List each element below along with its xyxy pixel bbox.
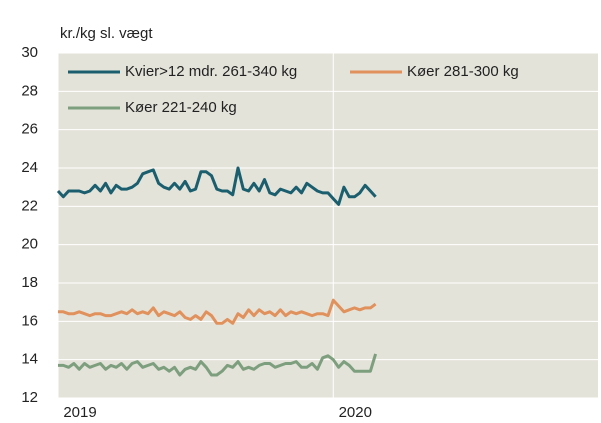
data-line xyxy=(58,298,377,325)
data-line xyxy=(58,353,378,377)
y-tick-label: 16 xyxy=(21,312,38,329)
y-tick-label: 22 xyxy=(21,197,38,214)
y-tick-label: 20 xyxy=(21,236,38,253)
legend-label: Kvier>12 mdr. 261-340 kg xyxy=(125,63,297,80)
legend-label: Køer 221-240 kg xyxy=(125,99,237,116)
y-tick-label: 14 xyxy=(21,351,38,368)
y-axis-title: kr./kg sl. vægt xyxy=(60,25,153,42)
y-tick-label: 28 xyxy=(21,82,38,99)
y-tick-label: 26 xyxy=(21,121,38,138)
y-tick-label: 18 xyxy=(21,274,38,291)
y-tick-label: 24 xyxy=(21,159,38,176)
y-tick-label: 12 xyxy=(21,389,38,406)
data-line xyxy=(56,166,377,206)
x-tick-label: 2019 xyxy=(63,404,96,421)
y-tick-label: 30 xyxy=(21,44,38,61)
x-tick-label: 2020 xyxy=(339,404,372,421)
plot-area xyxy=(58,53,598,398)
legend-label: Køer 281-300 kg xyxy=(407,63,519,80)
